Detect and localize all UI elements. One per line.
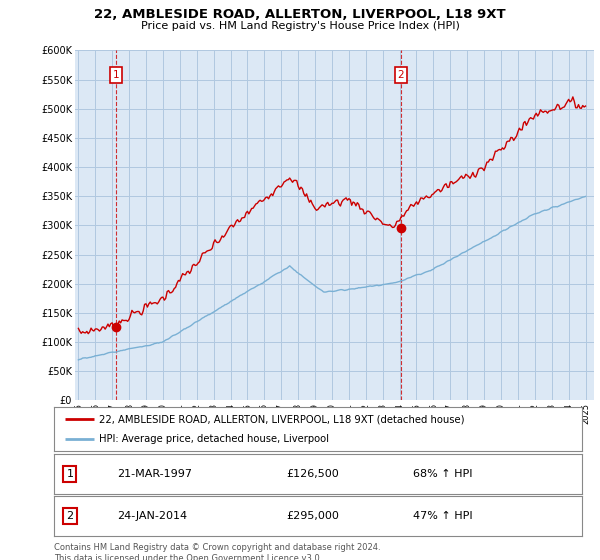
Text: 22, AMBLESIDE ROAD, ALLERTON, LIVERPOOL, L18 9XT: 22, AMBLESIDE ROAD, ALLERTON, LIVERPOOL,… bbox=[94, 8, 506, 21]
Text: HPI: Average price, detached house, Liverpool: HPI: Average price, detached house, Live… bbox=[99, 435, 329, 445]
Text: 1: 1 bbox=[67, 469, 73, 479]
Text: Price paid vs. HM Land Registry's House Price Index (HPI): Price paid vs. HM Land Registry's House … bbox=[140, 21, 460, 31]
Text: £126,500: £126,500 bbox=[286, 469, 339, 479]
Text: 47% ↑ HPI: 47% ↑ HPI bbox=[413, 511, 473, 521]
Text: 22, AMBLESIDE ROAD, ALLERTON, LIVERPOOL, L18 9XT (detached house): 22, AMBLESIDE ROAD, ALLERTON, LIVERPOOL,… bbox=[99, 414, 464, 424]
Text: 2: 2 bbox=[66, 511, 73, 521]
Text: 24-JAN-2014: 24-JAN-2014 bbox=[118, 511, 187, 521]
Text: Contains HM Land Registry data © Crown copyright and database right 2024.
This d: Contains HM Land Registry data © Crown c… bbox=[54, 543, 380, 560]
Text: 21-MAR-1997: 21-MAR-1997 bbox=[118, 469, 193, 479]
Text: 1: 1 bbox=[112, 70, 119, 80]
Text: 68% ↑ HPI: 68% ↑ HPI bbox=[413, 469, 473, 479]
Text: £295,000: £295,000 bbox=[286, 511, 339, 521]
Text: 2: 2 bbox=[397, 70, 404, 80]
